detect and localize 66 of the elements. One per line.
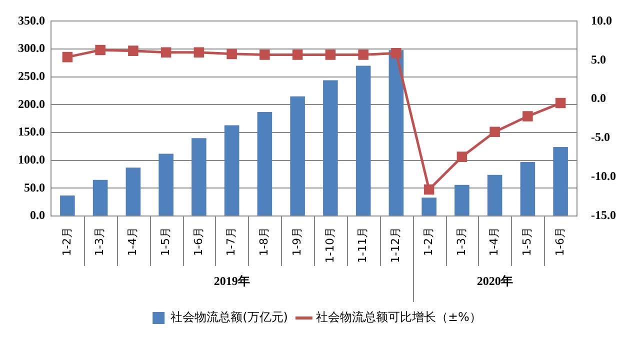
y2-tick-label: -5.0 xyxy=(591,130,610,144)
point xyxy=(194,47,204,58)
point xyxy=(490,126,500,138)
bar xyxy=(60,195,75,216)
legend-label: 社会物流总额可比增长（±%） xyxy=(316,310,482,324)
y-tick-label: 100.0 xyxy=(18,152,45,166)
x-tick-label: 1-3月 xyxy=(454,227,468,256)
point xyxy=(160,47,172,58)
bar xyxy=(224,125,240,216)
x-tick-label: 1-12月 xyxy=(389,227,402,264)
x-tick-label: 1-3月 xyxy=(93,227,106,256)
point xyxy=(522,111,533,122)
bar xyxy=(553,147,568,216)
point xyxy=(555,98,566,108)
point xyxy=(325,50,336,60)
bar xyxy=(192,138,206,216)
bar xyxy=(290,96,305,216)
x-tick-label: 1-4月 xyxy=(488,227,501,256)
x-tick-label: 1-5月 xyxy=(520,227,534,256)
point xyxy=(456,152,468,162)
bar xyxy=(323,80,338,216)
bar xyxy=(92,180,108,216)
y2-tick-label: 10.0 xyxy=(591,13,612,28)
point xyxy=(292,50,303,60)
x-tick-label: 1-2月 xyxy=(422,227,435,256)
text: 2019年 xyxy=(214,274,250,288)
x-tick-label: 1-6月 xyxy=(192,227,205,256)
point xyxy=(62,52,73,62)
y-tick-label: 150.0 xyxy=(18,124,45,139)
y-tick-label: 250.0 xyxy=(18,68,45,83)
y-tick-label: 350.0 xyxy=(18,13,45,28)
x-tick-label: 1-7月 xyxy=(224,227,238,256)
y2-tick-label: -15.0 xyxy=(591,208,616,222)
y2-tick-label: 0.0 xyxy=(591,91,606,106)
y-tick-label: 300.0 xyxy=(18,41,45,56)
point xyxy=(424,184,434,195)
bar xyxy=(454,184,470,216)
bar xyxy=(487,174,502,216)
bar xyxy=(422,198,436,216)
bar xyxy=(520,162,536,216)
y-tick-label: 0.0 xyxy=(30,208,45,222)
legend-label: 社会物流总额(万亿元) xyxy=(170,310,288,324)
y2-tick-label: -10.0 xyxy=(591,169,616,184)
point xyxy=(358,50,368,60)
point xyxy=(128,46,138,56)
y-tick-label: 50.0 xyxy=(24,180,45,194)
point xyxy=(391,48,402,58)
bar xyxy=(356,66,371,216)
text: 2020年 xyxy=(476,274,513,288)
x-tick-label: 1-6月 xyxy=(553,227,566,256)
point xyxy=(260,50,270,60)
bar xyxy=(126,168,141,216)
x-tick-label: 1-4月 xyxy=(126,227,140,256)
y2-tick-label: 5.0 xyxy=(591,52,606,66)
x-tick-label: 1-5月 xyxy=(158,227,172,256)
y-tick-label: 200.0 xyxy=(18,96,45,111)
x-tick-label: 1-8月 xyxy=(258,227,271,256)
x-tick-label: 1-2月 xyxy=(60,227,74,256)
bar xyxy=(158,154,174,216)
bar xyxy=(257,112,272,216)
x-tick-label: 1-9月 xyxy=(290,227,304,256)
bar xyxy=(388,50,404,216)
x-tick-label: 1-10月 xyxy=(323,227,336,264)
x-tick-label: 1-11月 xyxy=(356,227,370,264)
point xyxy=(226,48,237,60)
point xyxy=(95,44,106,56)
